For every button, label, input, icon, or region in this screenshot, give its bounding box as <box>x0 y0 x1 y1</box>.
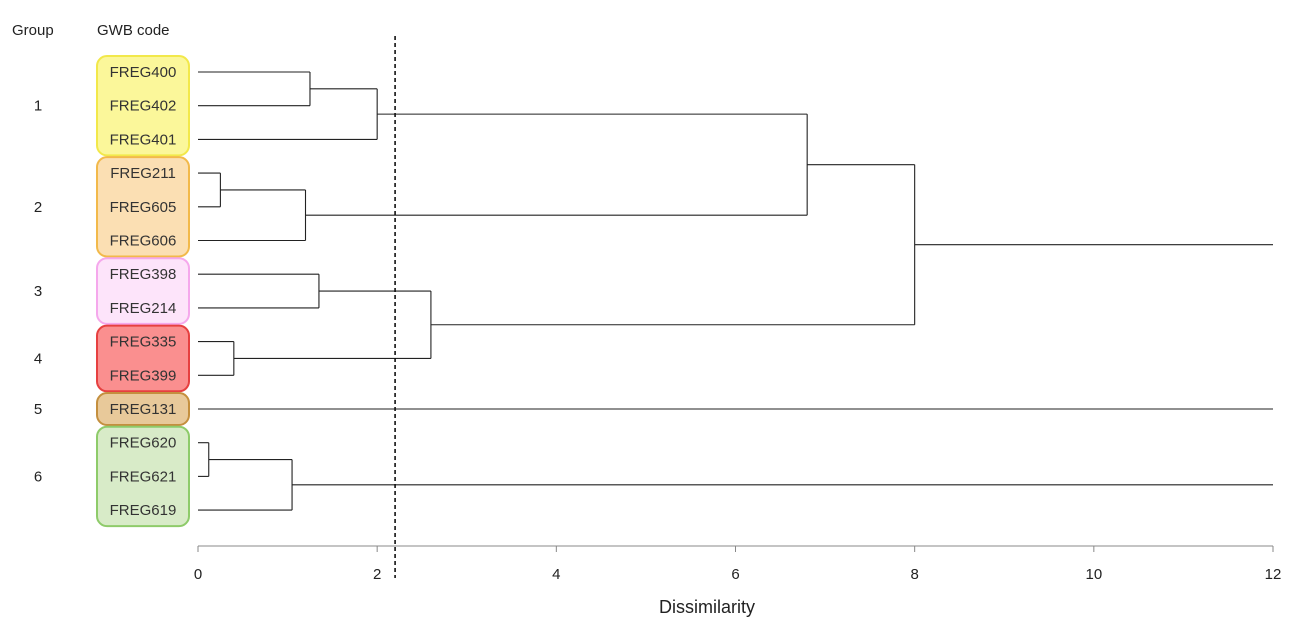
x-tick-label-2: 2 <box>373 566 381 583</box>
group-number-3: 3 <box>34 283 42 300</box>
x-tick-label-10: 10 <box>1085 566 1102 583</box>
x-tick-label-12: 12 <box>1265 566 1282 583</box>
group-boxes <box>96 55 190 528</box>
group-number-6: 6 <box>34 468 42 485</box>
leaf-label-FREG335: FREG335 <box>110 334 177 351</box>
leaf-label-FREG621: FREG621 <box>110 468 177 485</box>
leaf-label-FREG606: FREG606 <box>110 233 177 250</box>
leaf-label-FREG399: FREG399 <box>110 367 177 384</box>
group-number-4: 4 <box>34 350 42 367</box>
code-column-header: GWB code <box>97 22 170 39</box>
leaf-label-FREG619: FREG619 <box>110 502 177 519</box>
leaf-labels: 1 2 3 4 5 6 FREG400 FREG402 FREG401 FREG211 FREG60… <box>34 64 177 519</box>
group-box-3 <box>96 257 190 325</box>
leaf-label-FREG402: FREG402 <box>110 98 177 115</box>
x-tick-label-4: 4 <box>552 566 560 583</box>
leaf-label-FREG605: FREG605 <box>110 199 177 216</box>
group-box-6 <box>96 425 190 528</box>
leaf-label-FREG401: FREG401 <box>110 131 177 148</box>
group-box-5 <box>96 392 190 426</box>
leaf-label-FREG620: FREG620 <box>110 435 177 452</box>
x-axis: 0 2 4 6 8 10 12 <box>194 545 1282 583</box>
group-box-2 <box>96 156 190 258</box>
x-tick-label-0: 0 <box>194 566 202 583</box>
dendrogram-links <box>198 36 1273 578</box>
x-tick-label-8: 8 <box>910 566 918 583</box>
group-box-4 <box>96 324 190 393</box>
group-column-header: Group <box>12 22 54 39</box>
x-axis-label: Dissimilarity <box>659 597 755 617</box>
leaf-label-FREG398: FREG398 <box>110 266 177 283</box>
leaf-label-FREG131: FREG131 <box>110 401 177 418</box>
leaf-label-FREG400: FREG400 <box>110 64 177 81</box>
group-number-5: 5 <box>34 401 42 418</box>
x-tick-label-6: 6 <box>731 566 739 583</box>
group-number-2: 2 <box>34 199 42 216</box>
leaf-label-FREG214: FREG214 <box>110 300 177 317</box>
group-box-1 <box>96 55 190 157</box>
leaf-label-FREG211: FREG211 <box>110 165 176 182</box>
group-number-1: 1 <box>34 98 42 115</box>
